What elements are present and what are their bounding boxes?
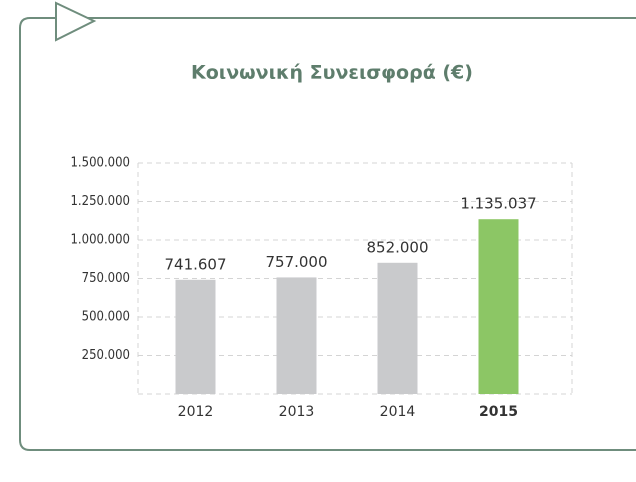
x-tick-label: 2015 (479, 404, 518, 420)
bar (175, 279, 216, 394)
arrow-icon (55, 1, 97, 42)
x-tick-label: 2013 (279, 404, 315, 420)
bar (276, 277, 317, 394)
value-label: 741.607 (164, 255, 226, 273)
value-label: 757.000 (265, 253, 327, 271)
chart-title: Κοινωνική Συνεισφορά (€) (191, 62, 473, 84)
bar (377, 262, 418, 394)
y-tick-label: 1.000.000 (70, 233, 130, 248)
y-tick-label: 500.000 (82, 310, 130, 325)
y-tick-label: 250.000 (82, 348, 130, 363)
bar (478, 219, 519, 394)
y-tick-label: 750.000 (82, 271, 130, 286)
y-tick-label: 1.500.000 (70, 156, 130, 171)
x-tick-label: 2012 (178, 404, 214, 420)
x-tick-label: 2014 (380, 404, 416, 420)
value-label: 1.135.037 (460, 195, 536, 213)
frame (19, 17, 636, 451)
value-label: 852.000 (366, 238, 428, 256)
y-tick-label: 1.250.000 (70, 194, 130, 209)
